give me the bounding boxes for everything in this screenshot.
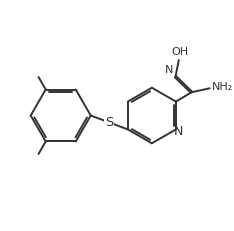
Text: N: N: [165, 65, 174, 75]
Text: N: N: [174, 125, 183, 138]
Text: NH₂: NH₂: [212, 82, 233, 92]
Text: S: S: [105, 116, 113, 129]
Text: OH: OH: [171, 47, 189, 57]
